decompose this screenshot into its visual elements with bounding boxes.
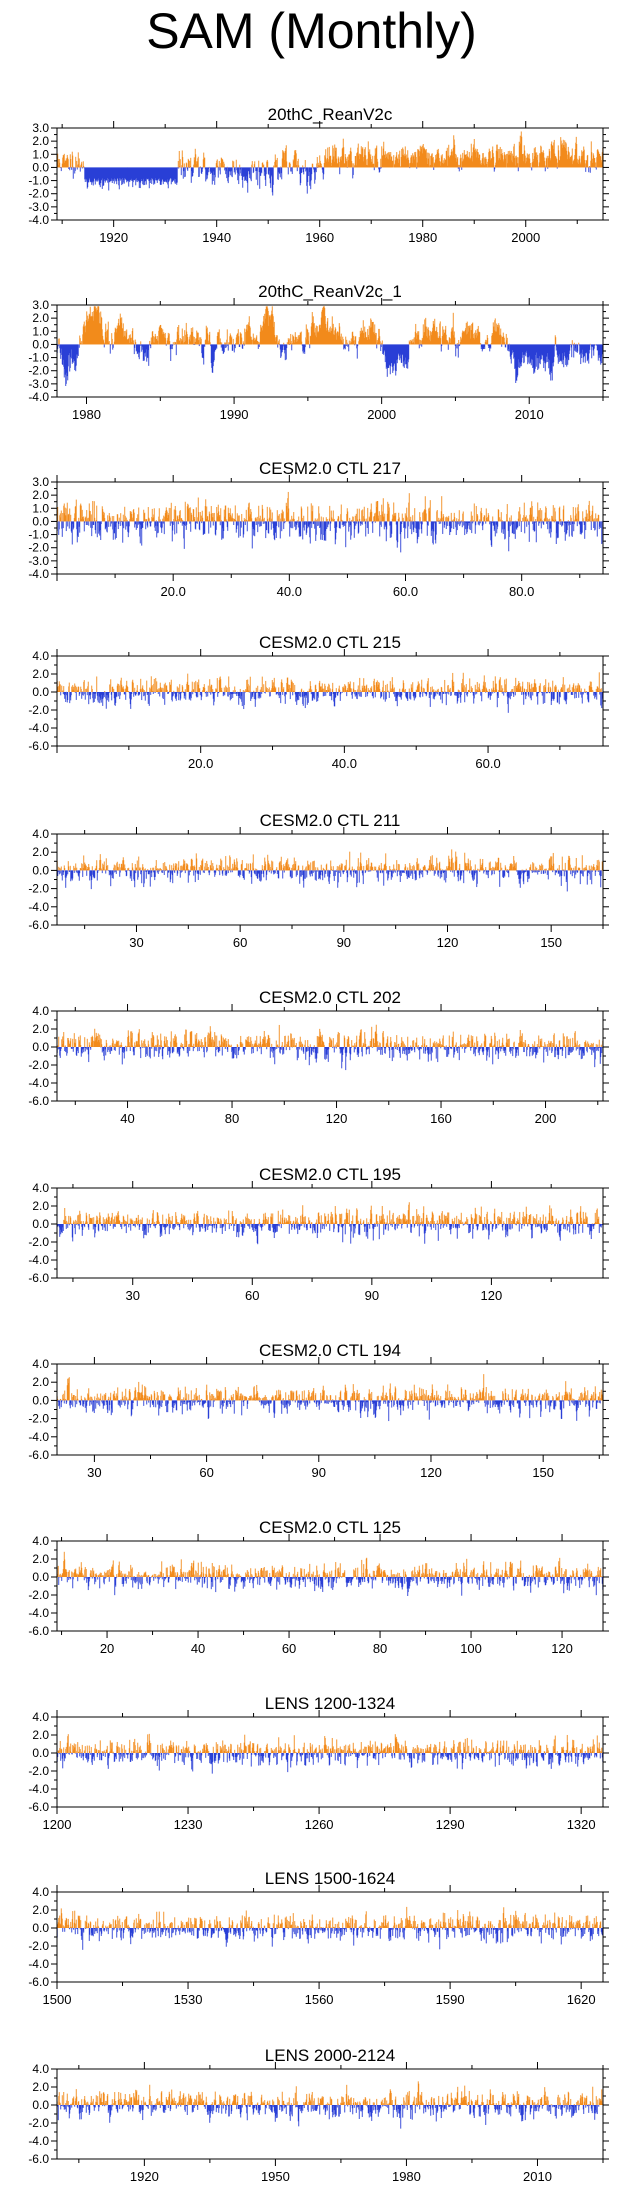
x-tick-label: 1990 xyxy=(220,407,249,422)
y-tick-label: 2.0 xyxy=(32,488,49,502)
y-tick-label: 1.0 xyxy=(32,501,49,515)
bar-series xyxy=(56,306,604,386)
y-tick-label: -1.0 xyxy=(28,351,49,365)
chart-title: CESM2.0 CTL 215 xyxy=(259,633,401,652)
chart-title: CESM2.0 CTL 211 xyxy=(260,811,401,830)
y-tick-label: 3.0 xyxy=(32,475,49,489)
y-tick-label: -1.0 xyxy=(28,528,49,542)
x-tick-label: 1920 xyxy=(99,230,128,245)
y-tick-label: -6.0 xyxy=(28,739,49,753)
x-tick-label: 20.0 xyxy=(188,756,213,771)
x-tick-label: 40.0 xyxy=(277,584,302,599)
x-tick-label: 20.0 xyxy=(161,584,186,599)
x-tick-label: 2010 xyxy=(515,407,544,422)
chart-title: CESM2.0 CTL 217 xyxy=(259,459,401,478)
y-tick-label: 3.0 xyxy=(32,298,49,312)
y-tick-label: 2.0 xyxy=(32,311,49,325)
x-tick-label: 2000 xyxy=(511,230,540,245)
main-title: SAM (Monthly) xyxy=(0,0,623,62)
chart-panel-3: CESM2.0 CTL 217 3.02.01.00.0-1.0-2.0-3.0-… xyxy=(28,459,609,599)
x-tick-label: 2000 xyxy=(367,407,396,422)
bar-series xyxy=(56,491,604,553)
x-tick-label: 80.0 xyxy=(509,584,534,599)
chart-title: 20thC_ReanV2c xyxy=(268,105,393,124)
x-tick-label: 1960 xyxy=(305,230,334,245)
x-tick-label: 60.0 xyxy=(393,584,418,599)
y-tick-label: -1.0 xyxy=(28,174,49,188)
y-tick-label: 0.0 xyxy=(32,337,49,351)
y-tick-label: 4.0 xyxy=(32,649,49,663)
y-tick-label: 0.0 xyxy=(32,685,49,699)
y-tick-label: -3.0 xyxy=(28,200,49,214)
y-tick-label: 2.0 xyxy=(32,134,49,148)
x-tick-label: 1980 xyxy=(72,407,101,422)
y-tick-label: -3.0 xyxy=(28,377,49,391)
chart-panel-2: 20thC_ReanV2c_1 3.02.01.00.0-1.0-2.0-3.0-… xyxy=(28,282,609,422)
x-tick-label: 1940 xyxy=(202,230,231,245)
chart-panel-4: CESM2.0 CTL 215 4.0 2.0 0.0 -2.0 -4.0 -6.0 20.0… xyxy=(28,633,609,771)
y-tick-label: 3.0 xyxy=(32,121,49,135)
y-tick-label: 1.0 xyxy=(32,324,49,338)
chart-title: 20thC_ReanV2c_1 xyxy=(258,282,402,301)
bar-series xyxy=(56,672,604,713)
plot-frame xyxy=(56,655,604,747)
y-tick-label: -2.0 xyxy=(28,541,49,555)
y-tick-label: -3.0 xyxy=(28,554,49,568)
y-tick-label: -4.0 xyxy=(28,721,49,735)
x-tick-label: 40.0 xyxy=(332,756,357,771)
y-tick-label: -2.0 xyxy=(28,364,49,378)
bar-series xyxy=(56,849,604,892)
y-tick-label: 2.0 xyxy=(32,667,49,681)
y-tick-label: 0.0 xyxy=(32,514,49,528)
y-tick-label: -4.0 xyxy=(28,567,49,581)
x-tick-label: 1980 xyxy=(408,230,437,245)
y-tick-label: -4.0 xyxy=(28,390,49,404)
y-tick-label: -4.0 xyxy=(28,213,49,227)
y-tick-label: 0.0 xyxy=(32,160,49,174)
chart-panel-1: 20thC_ReanV2c 3.02.01.00.0-1.0-2.0-3.0-4.… xyxy=(28,105,609,245)
y-tick-label: -2.0 xyxy=(28,703,49,717)
bar-series xyxy=(56,131,604,196)
x-tick-label: 60.0 xyxy=(475,756,500,771)
y-tick-label: -2.0 xyxy=(28,187,49,201)
y-tick-label: 1.0 xyxy=(32,147,49,161)
